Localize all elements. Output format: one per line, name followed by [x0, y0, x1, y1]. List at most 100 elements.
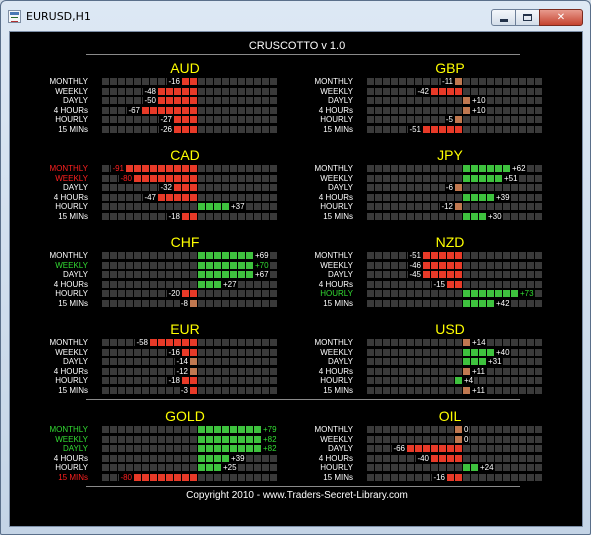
strength-bar: +37 — [102, 202, 277, 212]
bar-cell — [415, 106, 422, 114]
bar-cell — [431, 299, 438, 307]
bar-cell — [487, 348, 494, 356]
close-icon: ✕ — [556, 12, 566, 23]
strength-value: -45 — [408, 270, 422, 280]
strength-value: -51 — [408, 124, 422, 135]
timeframe-row: 15 MINs +30 — [285, 211, 542, 222]
bar-cell — [254, 445, 261, 452]
bar-cell — [527, 426, 534, 433]
bar-cell — [415, 348, 422, 356]
bar-cell — [182, 97, 189, 104]
timeframe-row: 15 MINs -26 — [20, 124, 277, 135]
maximize-button[interactable] — [515, 9, 540, 26]
title-bar[interactable]: EURUSD,H1 ✕ — [1, 1, 590, 31]
bar-cell — [439, 97, 446, 104]
bar-cell — [527, 165, 534, 172]
bar-cell — [391, 454, 398, 462]
bar-cell — [463, 348, 470, 356]
bar-cell — [126, 426, 133, 433]
timeframe-label: 4 HOURs — [53, 453, 88, 463]
bar-cell — [463, 358, 470, 365]
bar-cell — [230, 386, 237, 394]
bar-cell — [158, 106, 165, 114]
bar-cell — [270, 106, 277, 114]
copyright-footer: Copyright 2010 - www.Traders-Secret-Libr… — [186, 490, 408, 501]
strength-bar: +10 — [367, 96, 542, 106]
bar-cell — [206, 106, 213, 114]
bar-cell — [126, 464, 133, 471]
bar-cell — [495, 367, 502, 375]
bar-cell — [495, 165, 502, 172]
bar-cell — [262, 377, 269, 384]
bar-cell — [190, 174, 197, 182]
timeframe-row: MONTHLY -16 — [20, 77, 277, 87]
timeframe-row: 15 MINs +11 — [285, 385, 542, 396]
bar-cell — [423, 184, 430, 191]
bar-cell — [463, 125, 470, 133]
minimize-button[interactable] — [491, 9, 516, 26]
bar-cell — [367, 165, 374, 172]
bar-cell — [182, 280, 189, 288]
bar-cell — [511, 261, 518, 269]
bar-cell — [158, 473, 165, 481]
window-title: EURUSD,H1 — [26, 10, 91, 23]
bar-cell — [367, 116, 374, 123]
bar-cell — [431, 261, 438, 269]
strength-bar: -48 — [102, 86, 277, 97]
strength-bar: -51 — [367, 124, 542, 135]
bar-cell — [166, 97, 173, 104]
timeframe-row: WEEKLY +51 — [285, 173, 542, 184]
bar-cell — [230, 445, 237, 452]
bar-cell — [535, 193, 542, 201]
bar-cell — [142, 212, 149, 220]
bar-cell — [222, 212, 229, 220]
bar-cell — [479, 454, 486, 462]
bar-cell — [399, 125, 406, 133]
bar-cell — [158, 97, 165, 104]
currency-block-cad: CAD MONTHLY -91 WEEKLY -80 DAYLY -32 4 HOURs -47… — [20, 147, 277, 227]
timeframe-row: MONTHLY -91 — [20, 164, 277, 174]
bar-cell — [487, 290, 494, 297]
bar-cell — [527, 125, 534, 133]
timeframe-label: 4 HOURs — [53, 105, 88, 115]
bar-cell — [527, 252, 534, 259]
bar-cell — [230, 377, 237, 384]
bar-cell — [375, 445, 382, 452]
timeframe-label: HOURLY — [55, 202, 88, 211]
bar-cell — [150, 299, 157, 307]
bar-cell — [375, 78, 382, 85]
bar-cell — [431, 212, 438, 220]
timeframe-row: HOURLY -20 — [20, 289, 277, 299]
bar-cell — [222, 299, 229, 307]
timeframe-row: HOURLY -27 — [20, 115, 277, 125]
bar-cell — [110, 445, 117, 452]
bar-cell — [174, 97, 181, 104]
bar-cell — [190, 445, 197, 452]
bar-cell — [270, 125, 277, 133]
bar-cell — [535, 87, 542, 95]
close-button[interactable]: ✕ — [539, 9, 583, 26]
bar-cell — [503, 454, 510, 462]
bar-cell — [238, 116, 245, 123]
bar-cell — [198, 125, 205, 133]
bar-cell — [407, 87, 414, 95]
bar-cell — [375, 454, 382, 462]
bar-cell — [519, 87, 526, 95]
bar-cell — [102, 252, 109, 259]
bar-cell — [407, 116, 414, 123]
bar-cell — [238, 106, 245, 114]
bar-cell — [110, 426, 117, 433]
bar-cell — [439, 299, 446, 307]
bar-cell — [527, 106, 534, 114]
bar-cell — [439, 125, 446, 133]
bar-cell — [535, 261, 542, 269]
bar-cell — [455, 165, 462, 172]
bar-cell — [535, 454, 542, 462]
bar-cell — [110, 252, 117, 259]
bar-cell — [479, 87, 486, 95]
bar-cell — [471, 280, 478, 288]
bar-cell — [367, 203, 374, 210]
bar-cell — [415, 193, 422, 201]
bar-cell — [479, 473, 486, 481]
